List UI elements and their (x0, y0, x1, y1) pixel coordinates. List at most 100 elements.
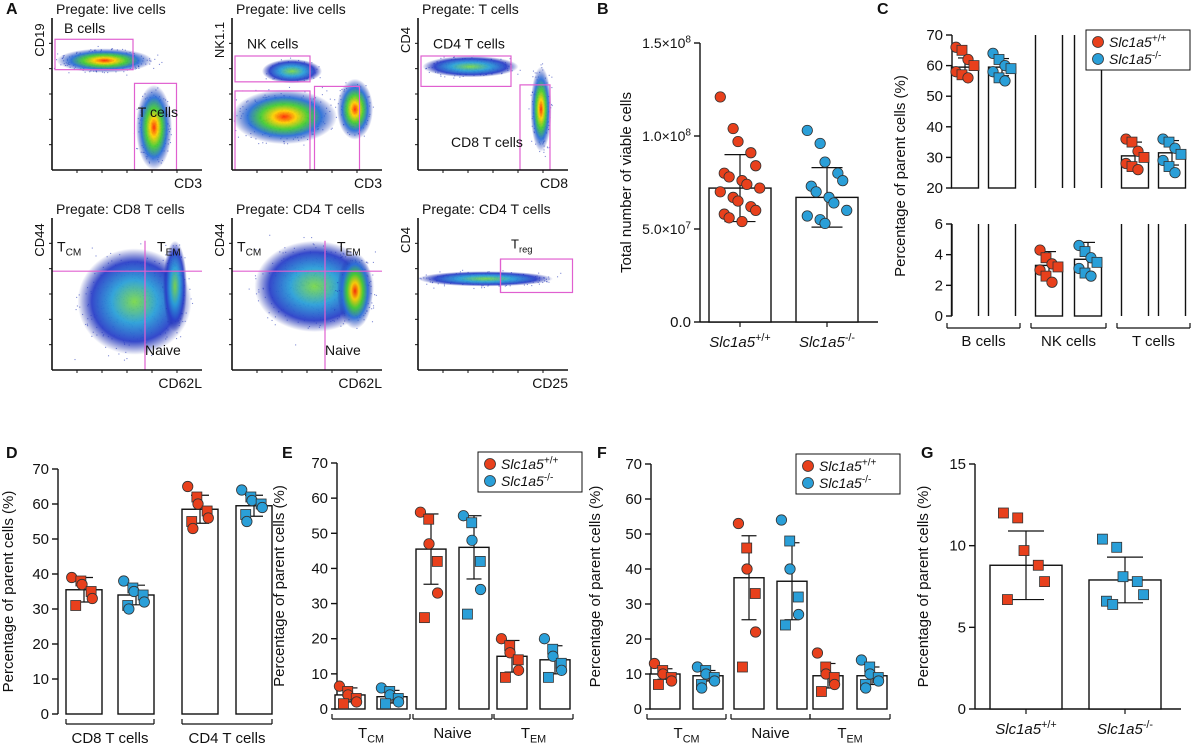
event-dot (342, 323, 344, 325)
flow-plot-2: Pregate: live cells NK1.1 CD3 NK cells (212, 1, 382, 191)
gate-label: CD4 T cells (433, 35, 505, 51)
data-point (1040, 252, 1052, 264)
event-dot (158, 63, 161, 65)
event-dot (188, 278, 190, 280)
event-dot (473, 287, 475, 290)
event-dot (443, 285, 446, 287)
data-point (495, 633, 508, 645)
event-dot (136, 108, 138, 110)
legend-marker (1092, 36, 1104, 48)
event-dot (483, 286, 485, 289)
y-tick-label: 50 (311, 525, 328, 542)
gate-label: T cells (138, 104, 178, 120)
data-point (543, 671, 554, 683)
event-dot (76, 296, 78, 298)
event-dot (425, 274, 427, 276)
data-point (338, 698, 349, 710)
event-dot (97, 45, 99, 48)
event-dot (551, 103, 553, 106)
bar (987, 66, 1017, 189)
data-point (708, 675, 721, 687)
category-label: TCM (674, 725, 700, 746)
quadrant-label-left: TCM (237, 238, 261, 258)
flow-density (418, 269, 562, 290)
gate-label: Naive (325, 342, 361, 358)
quadrant-label-right: TEM (337, 238, 361, 258)
y-tick-label: 0 (320, 701, 328, 718)
chart-g: G 0 5 10 15 Percentage of parent cells (%) Slc… (915, 445, 1181, 738)
event-dot (303, 144, 305, 146)
bar (181, 508, 219, 715)
event-dot (372, 307, 375, 309)
y-tick-label: 1.0×108 (642, 127, 691, 144)
flow-x-label: CD3 (354, 175, 382, 191)
legend-marker (1092, 53, 1104, 65)
data-point (86, 592, 98, 605)
event-dot (280, 59, 282, 61)
panel-a-letter: A (6, 1, 18, 18)
data-point (1175, 148, 1187, 160)
y-tick-label: 6 (935, 216, 943, 233)
event-dot (68, 72, 70, 74)
data-point (138, 596, 150, 608)
event-dot (162, 286, 164, 288)
legend-label: Slc1a5+/+ (1109, 33, 1166, 50)
data-point (999, 75, 1011, 87)
event-dot (184, 257, 186, 259)
flow-x-label: CD62L (338, 375, 382, 391)
event-dot (509, 58, 511, 60)
event-dot (371, 321, 374, 323)
category-label: TEM (837, 725, 862, 746)
event-dot (173, 110, 175, 113)
event-dot (165, 244, 167, 247)
population-density (262, 59, 322, 84)
data-point (457, 510, 470, 522)
data-point (466, 534, 478, 546)
population-density (136, 84, 172, 170)
data-point (993, 54, 1005, 65)
event-dot (135, 147, 138, 150)
event-dot (334, 309, 336, 311)
data-point (202, 512, 214, 524)
event-dot (180, 336, 182, 338)
data-point (792, 591, 804, 603)
event-dot (118, 353, 120, 355)
data-point (76, 578, 88, 591)
event-dot (519, 69, 521, 71)
event-dot (334, 99, 336, 101)
data-point (828, 678, 841, 691)
data-point (811, 647, 824, 659)
chart-c: C 20 30 40 50 60 70 0 2 4 6 Percentage of parent ce… (877, 1, 1191, 350)
data-point (749, 626, 762, 638)
flow-y-label: NK1.1 (212, 22, 227, 58)
data-point (1169, 167, 1181, 179)
event-dot (374, 251, 376, 253)
data-point (741, 542, 753, 554)
category-label: T cells (1132, 333, 1175, 350)
event-dot (235, 99, 237, 101)
flow-y-label: CD19 (32, 23, 47, 56)
y-tick-label: 50 (32, 531, 49, 548)
event-dot (235, 130, 237, 132)
flow-y-label: CD44 (212, 223, 227, 256)
event-dot (538, 283, 540, 285)
category-label: TEM (521, 725, 546, 746)
event-dot (182, 321, 184, 323)
category-label: Slc1a5+/+ (709, 332, 771, 351)
event-dot (540, 64, 542, 66)
event-dot (481, 287, 483, 289)
pregate-label: Pregate: CD8 T cells (56, 201, 185, 217)
legend-box (795, 453, 901, 495)
quadrant-label-right: TEM (157, 238, 181, 258)
event-dot (544, 155, 546, 158)
y-tick-label: 40 (625, 561, 642, 578)
event-dot (546, 146, 548, 148)
category-label: CD8 T cells (72, 730, 149, 747)
event-dot (335, 106, 337, 108)
flow-y-label: CD44 (32, 223, 47, 256)
event-dot (459, 76, 461, 78)
data-point (784, 563, 796, 575)
bar (235, 505, 273, 715)
y-tick-label: 20 (311, 631, 328, 648)
flow-plot-4: TCM TEM Pregate: CD8 T cells CD44 CD62L Naive (32, 201, 202, 391)
